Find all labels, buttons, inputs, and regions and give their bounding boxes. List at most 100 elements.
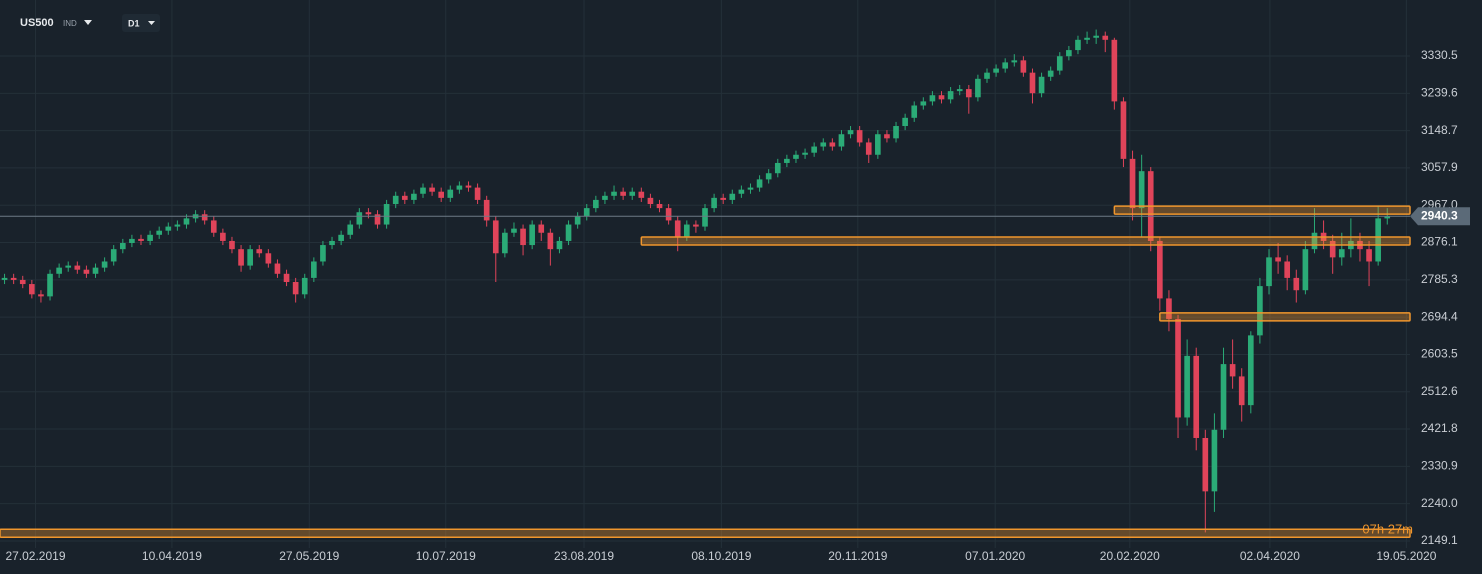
candle-body xyxy=(265,253,272,264)
candle-body xyxy=(583,208,590,217)
candle-body xyxy=(938,95,945,100)
candle-body xyxy=(847,130,854,135)
y-tick-label: 3239.6 xyxy=(1421,86,1458,100)
candle-body xyxy=(74,265,81,270)
candle-body xyxy=(593,199,599,209)
candle-body xyxy=(738,189,745,194)
candle-body xyxy=(392,195,399,205)
candle-body xyxy=(1229,364,1236,377)
candle-body xyxy=(1120,101,1127,159)
candle-body xyxy=(338,234,344,241)
candle-body xyxy=(1275,257,1281,262)
candle-body xyxy=(420,187,426,194)
x-tick-label: 20.02.2020 xyxy=(1100,549,1160,563)
candle-body xyxy=(465,185,472,188)
candle-body xyxy=(174,224,181,227)
candle-body xyxy=(247,249,253,266)
candle-body xyxy=(256,249,263,254)
candle-body xyxy=(856,130,863,143)
candle-body xyxy=(784,158,790,163)
candle-body xyxy=(1066,50,1072,57)
candle-body xyxy=(1366,249,1372,262)
candle-body xyxy=(1302,249,1309,291)
candle-body xyxy=(1,277,8,280)
candle-body xyxy=(220,232,226,241)
candle-body xyxy=(320,245,326,262)
candle-body xyxy=(165,226,172,231)
support-resistance-zone xyxy=(640,236,1411,246)
timeframe-button[interactable] xyxy=(122,14,160,32)
candle-body xyxy=(10,277,17,280)
candle-body xyxy=(511,228,517,233)
candle-body xyxy=(110,249,117,262)
candle-body xyxy=(884,134,890,139)
candle-body xyxy=(238,249,244,266)
candle-body xyxy=(492,220,499,254)
candle-body xyxy=(665,208,672,221)
last-price-label: 2940.3 xyxy=(1421,208,1458,222)
candle-body xyxy=(147,234,153,241)
candle-body xyxy=(602,195,608,200)
candle-body xyxy=(765,173,772,180)
candle-body xyxy=(683,224,690,237)
candle-body xyxy=(129,238,135,244)
candle-body xyxy=(529,224,535,246)
x-tick-label: 10.04.2019 xyxy=(142,549,202,563)
symbol[interactable]: US500 xyxy=(20,17,54,29)
candle-body xyxy=(1220,364,1227,430)
x-tick-label: 20.11.2019 xyxy=(828,549,887,563)
candle-body xyxy=(1157,240,1163,299)
candle-body xyxy=(947,91,954,100)
y-tick-label: 2330.9 xyxy=(1421,459,1458,473)
candle-body xyxy=(802,152,808,155)
candle-body xyxy=(283,273,290,283)
candle-body xyxy=(838,134,845,147)
y-tick-label: 3330.5 xyxy=(1421,48,1458,62)
candle-body xyxy=(1329,240,1336,258)
candle-body xyxy=(1111,39,1118,102)
timeframe[interactable]: D1 xyxy=(128,18,140,28)
candle-body xyxy=(638,191,645,198)
candle-body xyxy=(1384,216,1391,219)
candle-body xyxy=(629,191,636,196)
candle-body xyxy=(1257,286,1263,336)
timeframe-dropdown[interactable] xyxy=(148,21,155,25)
candle-body xyxy=(811,146,817,153)
symbol-dropdown[interactable] xyxy=(84,20,92,25)
candle-body xyxy=(56,267,62,274)
x-tick-label: 10.07.2019 xyxy=(416,549,476,563)
candle-body xyxy=(429,187,435,192)
x-tick-label: 27.05.2019 xyxy=(279,549,339,563)
candle-body xyxy=(156,230,163,235)
candle-body xyxy=(138,238,144,241)
candle-body xyxy=(620,191,626,196)
candle-body xyxy=(647,197,654,205)
candle-body xyxy=(1138,171,1145,209)
candle-body xyxy=(1175,318,1181,418)
candle-body xyxy=(1093,35,1099,38)
countdown: 07h 27m xyxy=(1362,522,1413,537)
candle-body xyxy=(865,142,872,155)
candle-body xyxy=(411,193,417,200)
candle-body xyxy=(1193,355,1200,438)
candle-body xyxy=(756,179,763,188)
candle-body xyxy=(720,197,727,200)
candle-body xyxy=(1375,218,1381,262)
candle-body xyxy=(902,117,908,127)
candle-body xyxy=(383,204,390,225)
candle-body xyxy=(1284,261,1291,278)
candle-body xyxy=(301,277,308,295)
candle-body xyxy=(1166,298,1172,319)
candle-body xyxy=(1020,60,1027,73)
candle-body xyxy=(774,162,781,174)
candle-body xyxy=(401,195,408,200)
candle-body xyxy=(1075,39,1081,51)
y-tick-label: 2785.3 xyxy=(1421,272,1458,286)
candle-body xyxy=(447,189,454,198)
candle-body xyxy=(556,240,563,250)
candle-body xyxy=(311,261,317,278)
candle-body xyxy=(547,232,554,250)
candle-body xyxy=(65,265,72,268)
